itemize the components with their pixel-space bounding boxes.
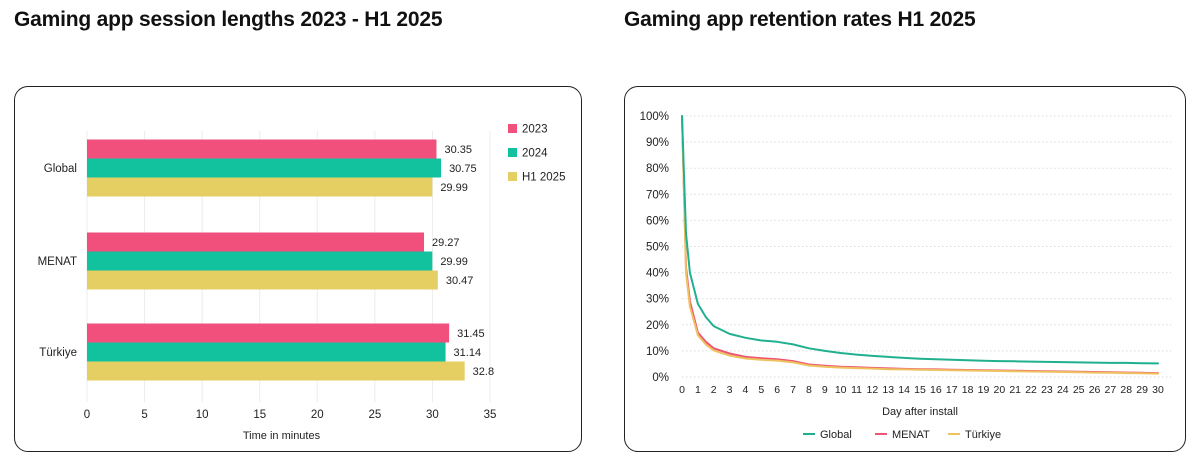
bar — [87, 270, 438, 290]
y-tick-label: 100% — [640, 111, 669, 123]
x-tick-label: 0 — [84, 409, 90, 421]
retention-rates-chart-panel: 0% 10% 20% 30% 40% 50% 60% 70% 80% 90% 100% 0 1 2 3 4 5 6… — [624, 86, 1186, 452]
session-lengths-title: Gaming app session lengths 2023 - H1 202… — [14, 8, 443, 31]
x-tick-label: 20 — [311, 409, 324, 421]
x-tick-label: 21 — [1009, 384, 1021, 396]
x-tick-label: 29 — [1136, 384, 1148, 396]
y-tick-label: 50% — [646, 242, 669, 254]
session-lengths-chart-panel: 0 5 10 15 20 25 30 35 Global 30.35 30.75 29.99 MENAT… — [14, 86, 582, 452]
bar — [87, 251, 433, 271]
series-line — [681, 115, 1159, 375]
y-tick-label: 60% — [646, 215, 669, 227]
x-tick-label: 35 — [484, 409, 497, 421]
x-tick-label: 3 — [727, 384, 733, 396]
session-lengths-bar-chart: 0 5 10 15 20 25 30 35 Global 30.35 30.75 29.99 MENAT… — [38, 124, 566, 443]
category-label: Global — [44, 163, 77, 175]
x-tick-label: 25 — [1073, 384, 1085, 396]
y-tick-label: 20% — [646, 320, 669, 332]
x-tick-label: 19 — [978, 384, 990, 396]
x-tick-label: 5 — [141, 409, 147, 421]
category-label: MENAT — [38, 256, 77, 268]
x-tick-label: 22 — [1025, 384, 1037, 396]
legend-label: Türkiye — [965, 429, 1001, 441]
bar-value-label: 31.45 — [457, 328, 485, 340]
x-tick-label: 30 — [1152, 384, 1164, 396]
bar-value-label: 29.27 — [432, 237, 460, 249]
series-line — [681, 115, 1159, 365]
y-tick-label: 70% — [646, 189, 669, 201]
x-axis-title: Day after install — [882, 406, 958, 418]
y-tick-label: 40% — [646, 268, 669, 280]
x-tick-label: 27 — [1105, 384, 1117, 396]
x-tick-label: 14 — [898, 384, 910, 396]
bar — [87, 139, 437, 159]
y-tick-label: 0% — [652, 372, 669, 384]
x-tick-label: 20 — [993, 384, 1005, 396]
x-tick-label: 18 — [962, 384, 974, 396]
bar-value-label: 30.35 — [444, 144, 472, 156]
bar-value-label: 31.14 — [454, 347, 482, 359]
retention-rates-line-chart: 0%10%20%30%40%50%60%70%80%90%100%0 1 2 3 4 5 6… — [640, 111, 1171, 441]
bar — [87, 158, 442, 178]
x-tick-label: 25 — [368, 409, 381, 421]
x-tick-label: 12 — [867, 384, 879, 396]
bar — [87, 342, 446, 362]
x-tick-label: 16 — [930, 384, 942, 396]
x-tick-label: 15 — [914, 384, 926, 396]
legend-swatch — [508, 172, 517, 181]
x-tick-label: 23 — [1041, 384, 1053, 396]
bar-value-label: 29.99 — [440, 256, 468, 268]
x-tick-label: 6 — [774, 384, 780, 396]
legend-swatch — [508, 148, 517, 157]
y-tick-label: 10% — [646, 346, 669, 358]
x-tick-label: 30 — [426, 409, 439, 421]
x-tick-label: 4 — [743, 384, 749, 396]
x-tick-label: 8 — [806, 384, 812, 396]
legend-label: Global — [820, 429, 852, 441]
x-tick-label: 7 — [790, 384, 796, 396]
x-tick-label: 13 — [882, 384, 894, 396]
x-tick-label: 5 — [758, 384, 764, 396]
legend-label: 2023 — [522, 124, 548, 136]
y-tick-label: 80% — [646, 163, 669, 175]
legend-label: H1 2025 — [522, 172, 565, 184]
x-tick-label: 11 — [851, 384, 862, 396]
legend-label: 2024 — [522, 148, 548, 160]
series-line — [681, 115, 1159, 375]
y-tick-label: 30% — [646, 294, 669, 306]
category-label: Türkiye — [39, 347, 77, 359]
bar-value-label: 30.75 — [449, 163, 477, 175]
bar-value-label: 32.8 — [473, 366, 494, 378]
x-tick-label: 2 — [711, 384, 717, 396]
bar-value-label: 29.99 — [440, 182, 468, 194]
x-tick-label: 24 — [1057, 384, 1069, 396]
x-tick-label: 1 — [695, 384, 701, 396]
bar — [87, 232, 425, 252]
legend-label: MENAT — [892, 429, 930, 441]
bar — [87, 323, 450, 343]
bar — [87, 177, 433, 197]
bar-value-label: 30.47 — [446, 275, 474, 287]
retention-rates-title: Gaming app retention rates H1 2025 — [624, 8, 976, 31]
x-axis-title: Time in minutes — [243, 430, 321, 442]
legend-swatch — [508, 124, 517, 133]
x-tick-label: 0 — [679, 384, 685, 396]
x-tick-label: 10 — [835, 384, 847, 396]
x-tick-label: 10 — [196, 409, 209, 421]
y-tick-label: 90% — [646, 137, 669, 149]
x-tick-label: 28 — [1120, 384, 1132, 396]
x-tick-label: 15 — [253, 409, 266, 421]
x-tick-label: 26 — [1089, 384, 1101, 396]
x-tick-label: 17 — [946, 384, 958, 396]
x-tick-label: 9 — [822, 384, 828, 396]
bar — [87, 361, 465, 381]
